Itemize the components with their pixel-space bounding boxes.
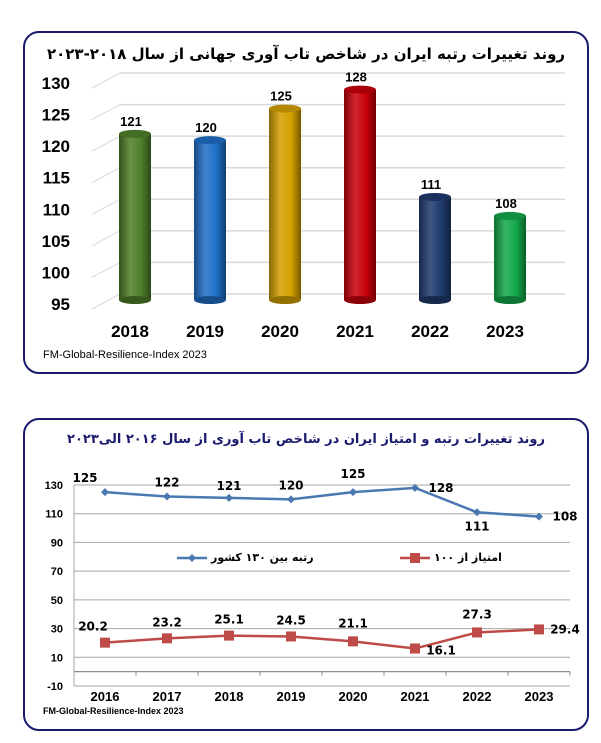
- data-label: 16.1: [426, 644, 456, 658]
- bar-value-label: 120: [195, 120, 217, 135]
- y-tick-label: 95: [51, 295, 70, 314]
- y-tick-label: 110: [43, 200, 70, 219]
- y-tick-label: 110: [45, 509, 63, 521]
- line-chart-source: FM-Global-Resilience-Index 2023: [43, 706, 184, 716]
- data-label: 24.5: [276, 613, 306, 627]
- data-label: 25.1: [214, 613, 244, 627]
- x-tick-label: 2017: [153, 689, 182, 704]
- x-tick-label: 2020: [261, 322, 299, 341]
- data-label: 29.4: [550, 622, 580, 636]
- bar-2020: 125: [269, 89, 301, 304]
- data-label: 121: [216, 479, 241, 493]
- series-score: 20.2 23.2 25.1 24.5 21.1 16.1 27.3 29.4: [78, 607, 580, 657]
- x-tick-label: 2021: [401, 689, 430, 704]
- bar-chart-source: FM-Global-Resilience-Index 2023: [43, 349, 207, 361]
- x-tick-label: 2022: [463, 689, 492, 704]
- y-tick-label: 125: [42, 106, 70, 125]
- x-tick-label: 2020: [339, 689, 368, 704]
- bar-value-label: 121: [120, 114, 142, 129]
- data-label: 108: [552, 510, 577, 524]
- line-chart-plot: -10 10 30 50 70 90 110 130 2016 2017 2018 2019 2020 2…: [45, 467, 580, 704]
- bar-value-label: 128: [345, 70, 367, 85]
- square-marker-icon: [400, 552, 430, 563]
- y-tick-label: 50: [51, 595, 63, 607]
- bar-2022: 111: [419, 177, 451, 304]
- y-tick-label: 130: [42, 74, 70, 93]
- x-tick-label: 2016: [91, 689, 120, 704]
- data-label: 125: [340, 467, 365, 481]
- data-label: 23.2: [152, 615, 182, 629]
- x-tick-label: 2021: [336, 322, 374, 341]
- y-tick-label: -10: [47, 681, 63, 693]
- data-label: 120: [278, 478, 303, 492]
- x-tick-label: 2023: [486, 322, 524, 341]
- legend-rank: رتبه بین ۱۳۰ کشور: [177, 551, 314, 564]
- diamond-marker-icon: [177, 553, 207, 562]
- data-label: 111: [464, 519, 489, 533]
- bar-2018: 121: [119, 114, 151, 304]
- x-tick-label: 2023: [525, 689, 554, 704]
- bar-value-label: 125: [270, 89, 292, 104]
- data-label: 21.1: [338, 616, 368, 630]
- data-label: 20.2: [78, 620, 108, 634]
- y-tick-label: 120: [42, 137, 70, 156]
- bar-2021: 128: [344, 70, 376, 304]
- y-tick-label: 90: [51, 537, 63, 549]
- x-tick-label: 2019: [277, 689, 306, 704]
- y-tick-label: 105: [42, 232, 70, 251]
- y-tick-label: 30: [51, 624, 63, 636]
- bar-value-label: 108: [495, 196, 517, 211]
- line-chart-title: روند تغییرات رتبه و امتیاز ایران در شاخص…: [67, 432, 545, 447]
- x-tick-label: 2019: [186, 322, 224, 341]
- bar-chart-plot: 95 100 105 110 115 120 125 130 121 2018 120 2019 125…: [42, 70, 565, 341]
- data-label: 128: [428, 481, 453, 495]
- bar-value-label: 111: [421, 177, 441, 192]
- data-label: 125: [72, 471, 97, 485]
- y-tick-label: 130: [45, 480, 63, 492]
- series-rank: 125 122 121 120 125 128 111 108: [72, 467, 577, 533]
- bar-chart-title: روند تغییرات رتبه ایران در شاخص تاب آوری…: [46, 45, 566, 63]
- y-tick-label: 70: [51, 566, 63, 578]
- data-label: 122: [154, 475, 179, 489]
- x-tick-label: 2022: [411, 322, 449, 341]
- x-tick-label: 2018: [111, 322, 149, 341]
- rank-score-line-chart-panel: روند تغییرات رتبه و امتیاز ایران در شاخص…: [23, 418, 589, 731]
- y-tick-label: 10: [51, 652, 63, 664]
- rank-bar-chart-panel: روند تغییرات رتبه ایران در شاخص تاب آوری…: [23, 31, 589, 374]
- data-label: 27.3: [462, 607, 492, 621]
- bar-2023: 108: [494, 196, 526, 304]
- legend-score-label: امتیاز از ۱۰۰: [434, 551, 502, 564]
- y-tick-label: 100: [42, 263, 70, 282]
- y-tick-label: 115: [43, 169, 70, 188]
- legend-score: امتیاز از ۱۰۰: [400, 551, 502, 564]
- x-tick-label: 2018: [215, 689, 244, 704]
- legend-rank-label: رتبه بین ۱۳۰ کشور: [211, 551, 314, 564]
- bar-2019: 120: [194, 120, 226, 304]
